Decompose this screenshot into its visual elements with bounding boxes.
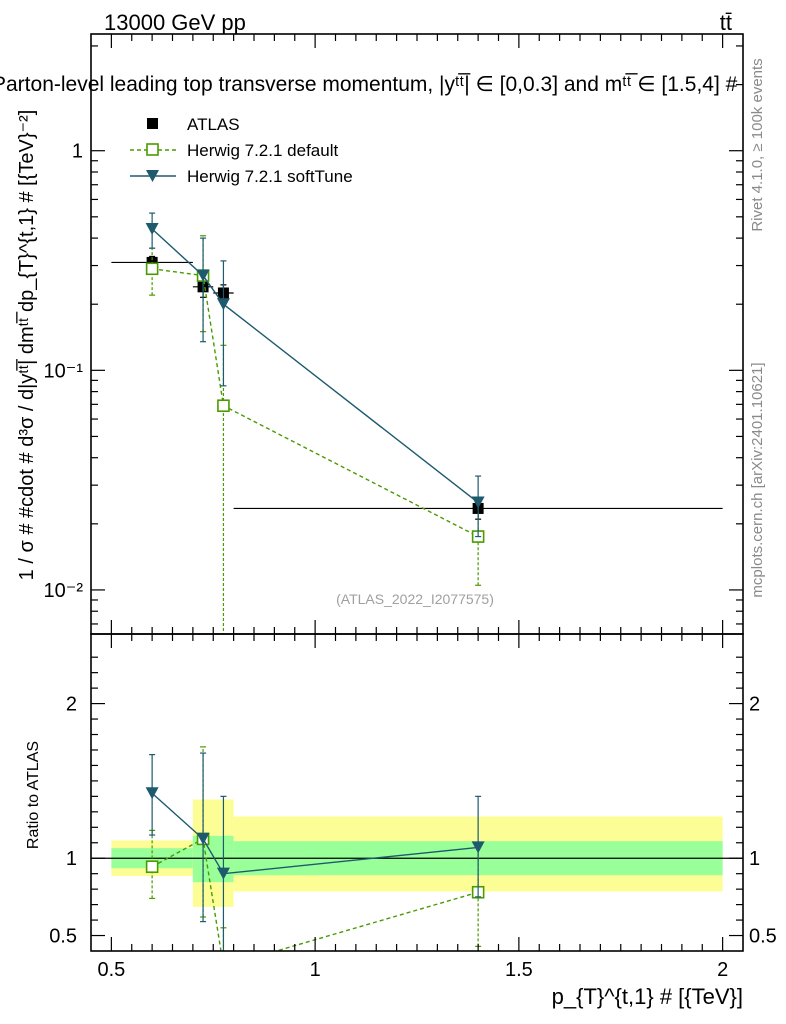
legend-entry-herwig-default: Herwig 7.2.1 default xyxy=(130,141,338,160)
ratio-line-herwig-7-2-1-default xyxy=(151,837,479,951)
main-point-herwig-7-2-1-default-2 xyxy=(217,399,230,413)
main-point-herwig-7-2-1-default-0 xyxy=(145,262,159,276)
main-y-tick-label-2: 1 xyxy=(72,141,83,163)
process-label: tt̄ xyxy=(720,10,732,35)
ratio-plot-series xyxy=(145,746,485,972)
x-tick-label-2: 1.5 xyxy=(505,959,533,981)
ratio-y-tick-label-left-0: 0.5 xyxy=(49,926,77,948)
mcplots-label: mcplots.cern.ch [arXiv:2401.10621] xyxy=(749,362,766,597)
ratio-y-tick-label-right-0: 0.5 xyxy=(749,926,777,948)
main-point-herwig-7-2-1-softtune-3 xyxy=(471,496,485,509)
main-line-herwig-7-2-1-softtune xyxy=(151,228,479,504)
ratio-point-herwig-7-2-1-softtune-2 xyxy=(216,867,230,880)
ratio-point-herwig-7-2-1-softtune-0 xyxy=(145,787,159,800)
ratio-y-tick-label-left-1: 1 xyxy=(66,848,77,870)
legend-label-herwig-softtune: Herwig 7.2.1 softTune xyxy=(187,167,353,186)
x-tick-label-1: 1 xyxy=(310,959,321,981)
main-line-herwig-7-2-1-default xyxy=(152,268,479,538)
main-y-axis-label: 1 / σ # #cdot # d³σ / d|yᵗᵗ̅| dmᵗᵗ̅ dp_{… xyxy=(15,110,38,581)
rivet-version-label: Rivet 4.1.0, ≥ 100k events xyxy=(749,58,766,231)
axis-ticks: 10⁻² 10⁻¹ 1 0.5 1 1.5 2 0.5 0.5 1 1 2 2 xyxy=(44,34,777,981)
main-plot-series xyxy=(111,212,723,634)
main-point-herwig-7-2-1-softtune-2 xyxy=(216,298,230,311)
legend-entry-atlas: ATLAS xyxy=(147,115,240,134)
energy-label: 13000 GeV pp xyxy=(104,10,246,35)
analysis-id-label: (ATLAS_2022_I2077575) xyxy=(336,591,494,607)
ratio-line-herwig-7-2-1-softtune xyxy=(151,792,479,875)
x-tick-label-0: 0.5 xyxy=(97,959,125,981)
legend: ATLAS Herwig 7.2.1 default Herwig 7.2.1 … xyxy=(130,115,353,186)
x-axis-label: p_{T}^{t,1} # [{TeV}] xyxy=(552,984,743,1009)
ratio-y-tick-label-left-2: 2 xyxy=(66,694,77,716)
ratio-y-tick-label-right-2: 2 xyxy=(749,694,760,716)
plot-title: Parton-level leading top transverse mome… xyxy=(0,73,738,96)
ratio-y-axis-label: Ratio to ATLAS xyxy=(25,741,42,849)
legend-marker-herwig-softtune xyxy=(146,170,159,182)
ratio-point-herwig-7-2-1-default-2 xyxy=(218,961,229,972)
ratio-y-tick-label-right-1: 1 xyxy=(749,848,760,870)
ratio-point-herwig-7-2-1-softtune-3 xyxy=(471,841,485,854)
legend-marker-atlas xyxy=(147,118,158,129)
main-y-tick-label-1: 10⁻¹ xyxy=(44,360,84,382)
ratio-point-herwig-7-2-1-softtune-1 xyxy=(196,832,210,845)
legend-label-atlas: ATLAS xyxy=(187,115,240,134)
legend-entry-herwig-softtune: Herwig 7.2.1 softTune xyxy=(130,167,353,186)
x-tick-label-3: 2 xyxy=(717,959,728,981)
legend-marker-herwig-default xyxy=(146,143,159,156)
main-y-tick-label-0: 10⁻² xyxy=(44,580,84,602)
ratio-plot-frame xyxy=(90,633,744,952)
legend-label-herwig-default: Herwig 7.2.1 default xyxy=(187,141,338,160)
main-point-herwig-7-2-1-softtune-0 xyxy=(145,223,159,236)
ratio-point-herwig-7-2-1-default-0 xyxy=(145,860,159,874)
main-point-herwig-7-2-1-softtune-1 xyxy=(196,269,210,282)
